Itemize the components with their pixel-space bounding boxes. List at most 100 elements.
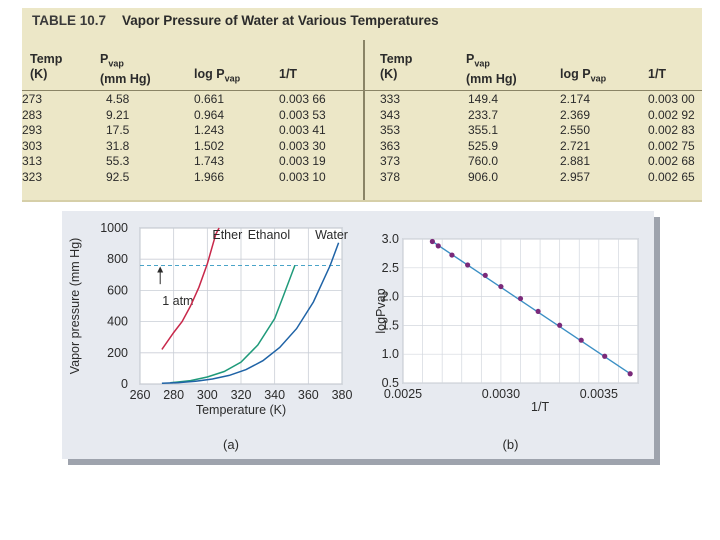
series-label-ether: Ether: [212, 228, 242, 242]
column-header: log Pvap: [560, 67, 607, 84]
table-cell: 0.002 83: [648, 123, 695, 137]
series-label-ethanol: Ethanol: [248, 228, 290, 242]
table-cell: 378: [380, 169, 401, 184]
table-cell: 906.0: [468, 169, 499, 184]
series-line-water: [161, 242, 340, 385]
table-cell: 2.550: [560, 123, 591, 137]
table-cell: 0.003 30: [279, 138, 326, 153]
table-cell: 0.003 41: [279, 123, 326, 137]
data-point-b: [435, 243, 441, 249]
table-cell: 525.9: [468, 138, 499, 153]
column-header: Temp (K): [380, 52, 413, 81]
table-cell: 1.966: [194, 169, 225, 184]
x-tick-label-a: 360: [298, 388, 319, 402]
table-cell: 31.8: [106, 138, 130, 153]
table-cell: 55.3: [106, 154, 130, 168]
table-cell: 1.243: [194, 123, 225, 137]
header-divider: [22, 90, 702, 91]
table-caption: Vapor Pressure of Water at Various Tempe…: [122, 13, 439, 28]
table-cell: 0.003 19: [279, 154, 326, 168]
table-cell: 2.957: [560, 169, 591, 184]
series-line-ether: [161, 227, 220, 350]
column-header: Temp (K): [30, 52, 63, 81]
x-axis-label-a: Temperature (K): [196, 403, 286, 417]
vapor-pressure-table: TABLE 10.7 Vapor Pressure of Water at Var…: [22, 8, 702, 202]
table-cell: 0.002 65: [648, 169, 695, 184]
column-header: log Pvap: [194, 67, 241, 84]
y-tick-label-a: 200: [107, 346, 128, 360]
column-divider: [363, 40, 365, 200]
data-point-b: [482, 272, 488, 278]
x-tick-label-a: 300: [197, 388, 218, 402]
y-tick-label-b: 2.0: [382, 290, 399, 304]
y-tick-label-b: 2.5: [382, 261, 399, 275]
x-tick-label-a: 260: [130, 388, 151, 402]
y-tick-label-a: 800: [107, 252, 128, 266]
x-tick-label-a: 320: [231, 388, 252, 402]
table-cell: 92.5: [106, 169, 130, 184]
table-cell: 0.002 92: [648, 107, 695, 122]
table-cell: 0.003 00: [648, 92, 695, 106]
table-cell: 363: [380, 138, 401, 153]
x-tick-label-a: 380: [332, 388, 353, 402]
table-cell: 353: [380, 123, 401, 137]
y-tick-label-a: 1000: [100, 221, 128, 235]
x-tick-label-a: 340: [264, 388, 285, 402]
y-tick-label-b: 1.5: [382, 318, 399, 332]
data-point-b: [627, 371, 633, 377]
table-cell: 355.1: [468, 123, 499, 137]
y-tick-label-b: 1.0: [382, 347, 399, 361]
column-header: 1/T: [279, 67, 298, 81]
table-cell: 0.002 68: [648, 154, 695, 168]
table-cell: 1.743: [194, 154, 225, 168]
series-label-water: Water: [315, 228, 348, 242]
data-point-b: [498, 283, 504, 290]
panel-label-b: (b): [503, 437, 519, 452]
table-bottom-border: [22, 200, 702, 202]
data-point-b: [557, 322, 563, 328]
table-cell: 343: [380, 107, 401, 122]
table-number: TABLE 10.7: [32, 13, 107, 28]
table-cell: 2.881: [560, 154, 591, 168]
x-tick-label-b: 0.0035: [580, 387, 618, 401]
table-cell: 17.5: [106, 123, 130, 137]
table-cell: 313: [22, 154, 43, 168]
column-header: 1/T: [648, 67, 667, 81]
table-cell: 333: [380, 92, 401, 106]
figure-svg: 260 280 300 320 340 360 380 0 200 400 600 800 1000 Te…: [68, 221, 639, 452]
table-cell: 1.502: [194, 138, 225, 153]
table-cell: 323: [22, 169, 43, 184]
fit-line-b: [431, 240, 631, 375]
table-cell: 0.661: [194, 92, 225, 106]
table-cell: 283: [22, 107, 43, 122]
table-cell: 2.369: [560, 107, 591, 122]
data-point-b: [517, 295, 524, 302]
table-cell: 149.4: [468, 92, 499, 106]
x-tick-label-b: 0.0030: [482, 387, 520, 401]
table-cell: 293: [22, 123, 43, 137]
x-axis-label-b: 1/T: [531, 400, 549, 414]
table-cell: 0.003 10: [279, 169, 326, 184]
table-cell: 0.003 66: [279, 92, 326, 106]
y-tick-label-a: 600: [107, 283, 128, 297]
column-header: Pvap (mm Hg): [466, 52, 517, 86]
x-tick-label-b: 0.0025: [384, 387, 422, 401]
y-tick-label-b: 0.5: [382, 376, 399, 390]
table-cell: 0.003 53: [279, 107, 326, 122]
data-point-b: [429, 238, 435, 245]
data-point-b: [602, 353, 608, 359]
table-cell: 4.58: [106, 92, 130, 106]
x-tick-label-a: 280: [163, 388, 184, 402]
column-header: Pvap (mm Hg): [100, 52, 151, 86]
table-cell: 373: [380, 154, 401, 168]
y-tick-label-b: 3.0: [382, 232, 399, 246]
table-cell: 760.0: [468, 154, 499, 168]
table-cell: 0.002 75: [648, 138, 695, 153]
data-point-b: [449, 252, 455, 258]
reference-label-1atm: 1 atm: [162, 294, 193, 308]
table-cell: 273: [22, 92, 43, 106]
data-point-b: [535, 308, 541, 315]
table-cell: 2.174: [560, 92, 591, 106]
figure-panel: 260 280 300 320 340 360 380 0 200 400 600 800 1000 Te…: [62, 211, 654, 459]
table-cell: 9.21: [106, 107, 130, 122]
